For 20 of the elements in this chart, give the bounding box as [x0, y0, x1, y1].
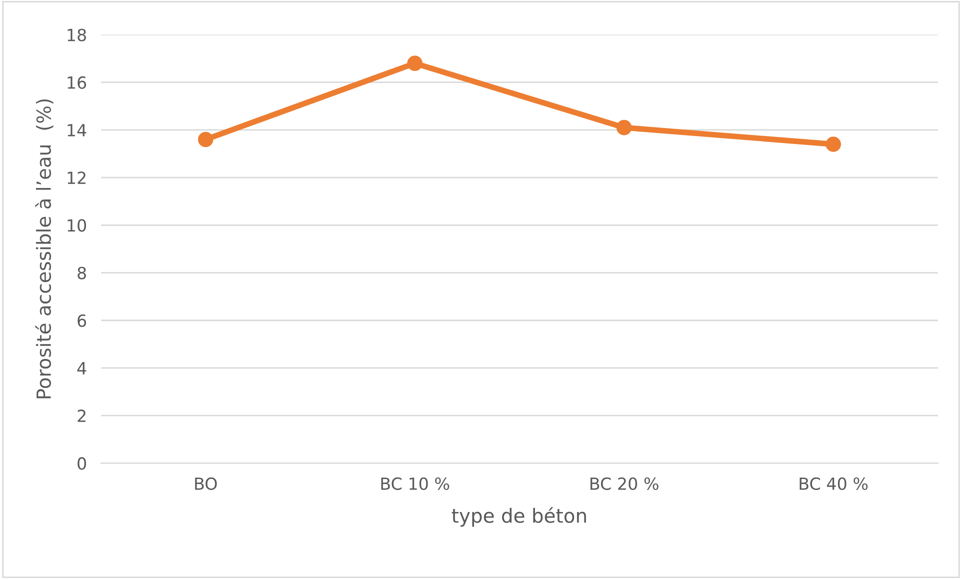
y-tick-label: 12	[68, 172, 86, 184]
x-tick-label: BC 10 %	[381, 477, 450, 490]
point	[616, 120, 632, 136]
y-axis-title: Porosité accessible à l’eau (%)	[35, 99, 54, 398]
y-tick-label: 14	[68, 124, 86, 136]
y-tick-label: 2	[78, 410, 86, 422]
x-tick-label: BC 20 %	[590, 477, 658, 490]
y-tick-label: 4	[77, 362, 86, 374]
y-tick-label: 8	[78, 266, 86, 280]
y-tick-label: 18	[68, 28, 86, 42]
x-axis-title: type de béton	[452, 507, 586, 527]
point	[407, 56, 422, 71]
y-tick-label: 16	[68, 76, 86, 89]
x-tick-label: BC 40 %	[800, 477, 868, 490]
point	[198, 132, 214, 148]
y-tick-label: 6	[78, 314, 86, 327]
point	[826, 136, 841, 152]
y-tick-label: 10	[68, 219, 86, 232]
y-tick-label: 0	[78, 457, 86, 470]
x-tick-label: BO	[195, 477, 217, 490]
